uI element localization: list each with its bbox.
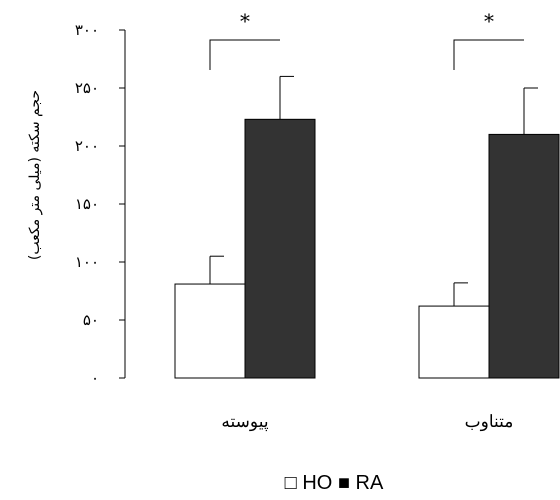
- error-bars: [209, 75, 538, 307]
- bar-ra-1: [244, 118, 316, 379]
- legend-text: □ HO ■ RA: [285, 472, 384, 494]
- x-category-labels: پیوسته متناوب: [221, 412, 513, 432]
- significance-star: *: [240, 9, 250, 33]
- y-tick-label: ۲۰۰: [75, 137, 99, 155]
- legend: □ HO ■ RA: [285, 472, 384, 494]
- legend-marker-ho: □: [285, 472, 297, 494]
- significance-bracket: [209, 39, 280, 70]
- bar-ho-1: [174, 283, 246, 379]
- significance-bracket: [453, 39, 524, 70]
- y-tick-label: ۳۰۰: [75, 21, 99, 39]
- category-label: پیوسته: [221, 412, 268, 432]
- legend-marker-ra: ■: [332, 472, 350, 494]
- category-label: متناوب: [465, 412, 514, 432]
- significance-star: *: [484, 9, 494, 33]
- bar-ho-2: [418, 305, 490, 379]
- y-tick-label: ۵۰: [83, 311, 99, 329]
- y-tick-label: ۱۵۰: [75, 195, 99, 213]
- y-tick-label: ۰: [91, 369, 99, 387]
- legend-label-ra: RA: [350, 472, 384, 494]
- y-axis: ۰ ۵۰ ۱۰۰ ۱۵۰ ۲۰۰ ۲۵۰ ۳۰۰: [75, 21, 126, 387]
- bars: [174, 118, 560, 379]
- significance-annotations: * *: [209, 9, 524, 70]
- y-tick-label: ۱۰۰: [75, 253, 99, 271]
- bar-ra-2: [488, 133, 560, 379]
- y-tick-label: ۲۵۰: [75, 79, 99, 97]
- y-axis-label: حجم سکته (میلی متر مکعب): [27, 90, 43, 260]
- legend-label-ho: HO: [297, 472, 333, 494]
